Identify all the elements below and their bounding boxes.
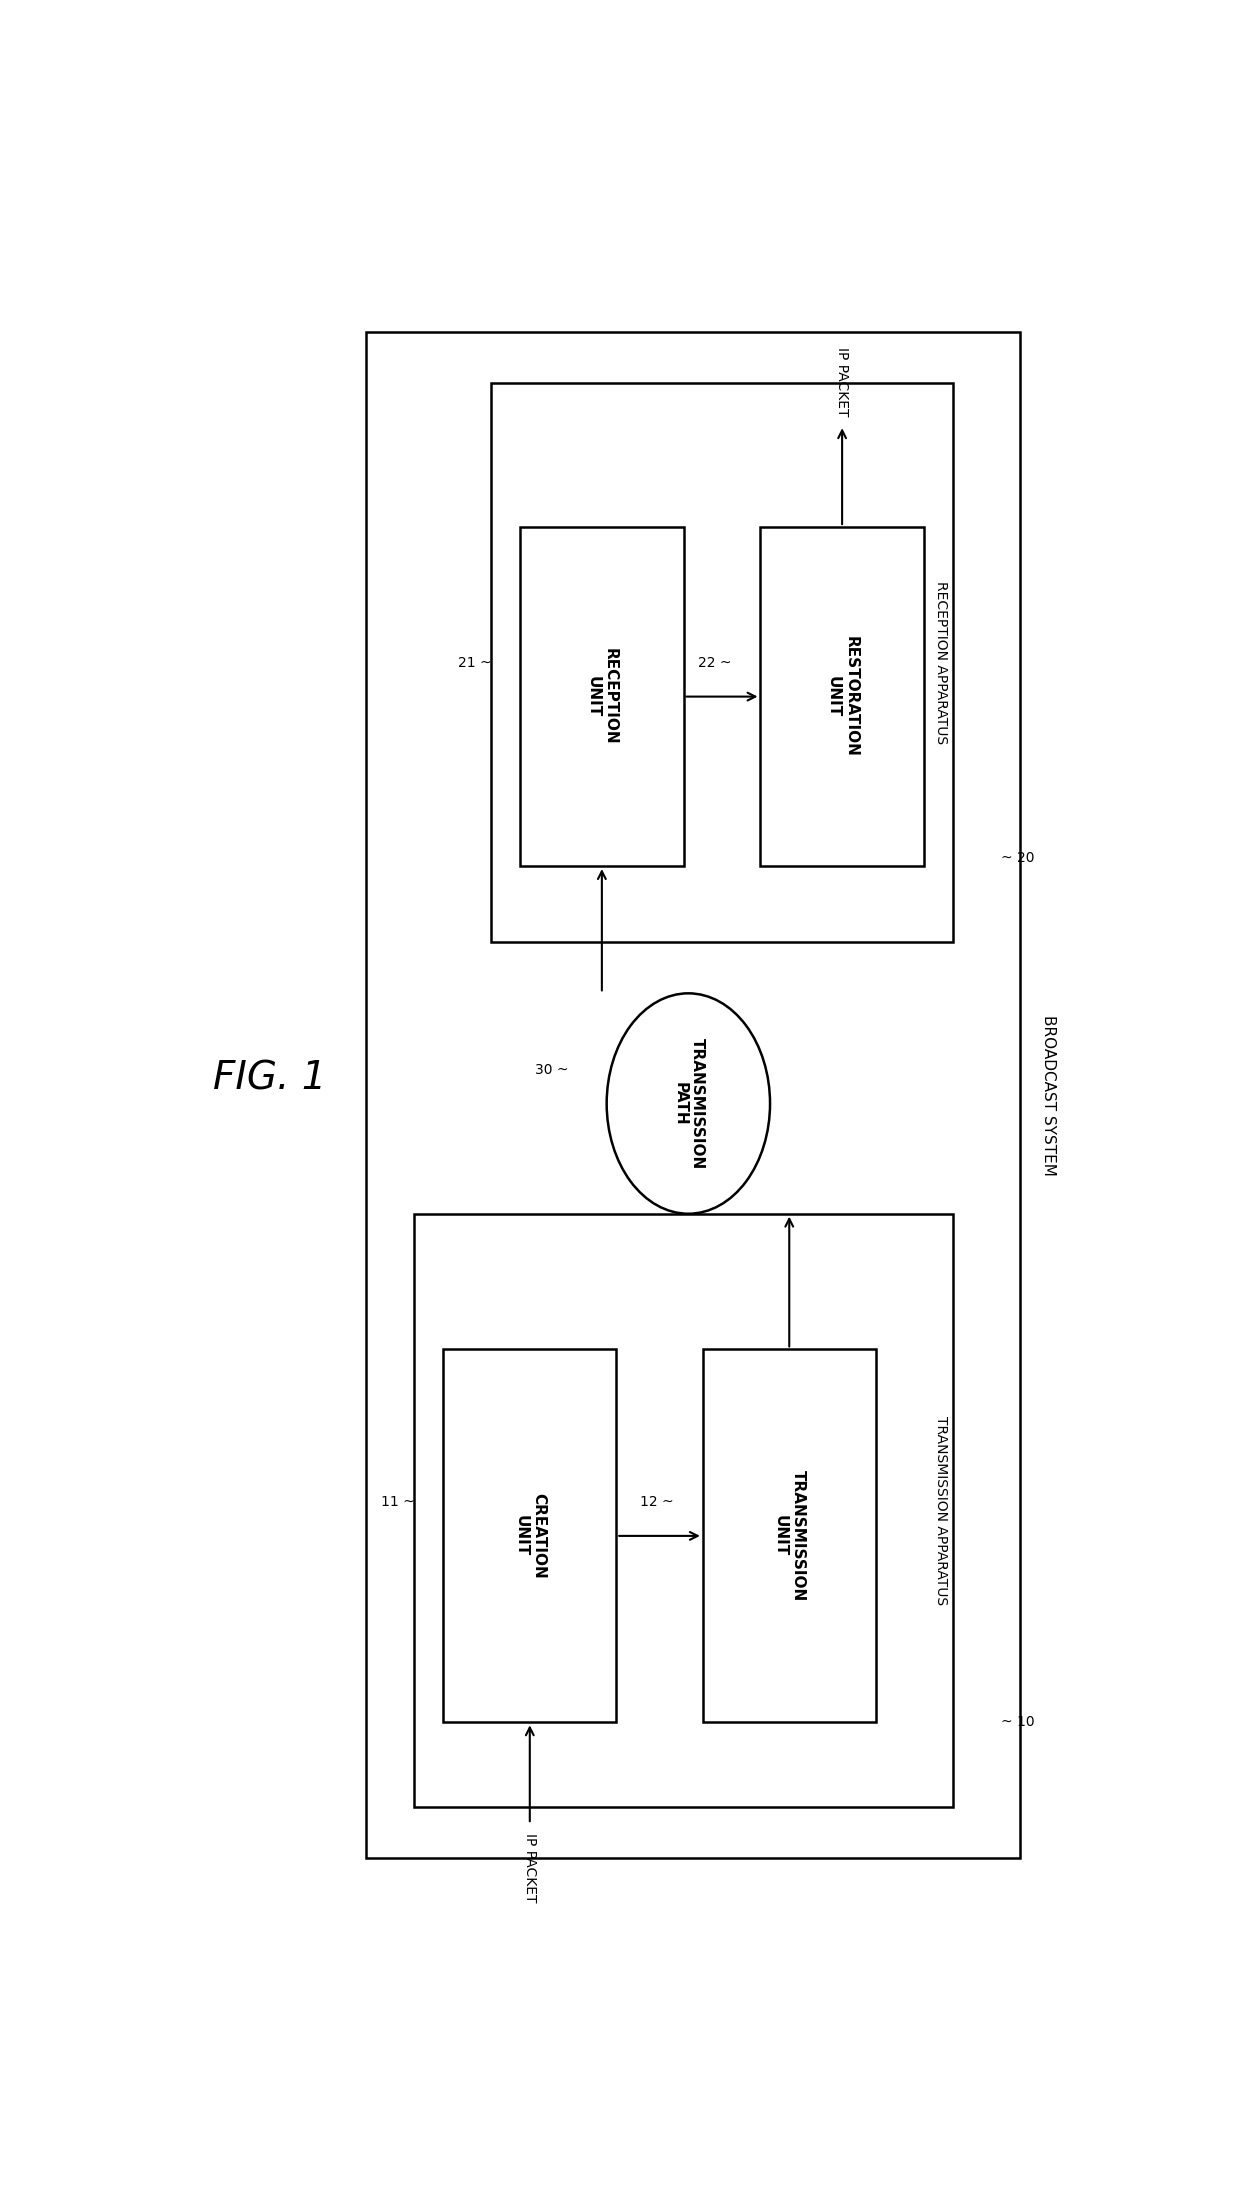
Bar [491, 383, 952, 942]
Text: RECEPTION
UNIT: RECEPTION UNIT [585, 647, 618, 744]
Text: RESTORATION
UNIT: RESTORATION UNIT [826, 636, 858, 757]
Bar [760, 526, 924, 865]
Text: IP PACKET: IP PACKET [835, 348, 849, 416]
Text: ~ 20: ~ 20 [1001, 850, 1034, 865]
Text: TRANSMISSION
PATH: TRANSMISSION PATH [672, 1037, 704, 1169]
Text: BROADCAST SYSTEM: BROADCAST SYSTEM [1042, 1015, 1056, 1176]
Text: FIG. 1: FIG. 1 [213, 1059, 326, 1097]
Text: RECEPTION APPARATUS: RECEPTION APPARATUS [934, 581, 949, 744]
Bar [367, 333, 1019, 1858]
Text: TRANSMISSION APPARATUS: TRANSMISSION APPARATUS [934, 1416, 949, 1605]
Ellipse shape [606, 993, 770, 1213]
Text: 11 ~: 11 ~ [381, 1495, 414, 1508]
Text: 22 ~: 22 ~ [698, 656, 732, 669]
Bar [414, 1213, 952, 1808]
Text: CREATION
UNIT: CREATION UNIT [513, 1493, 546, 1579]
Text: 21 ~: 21 ~ [458, 656, 491, 669]
Bar [703, 1350, 875, 1722]
Bar [521, 526, 683, 865]
Text: TRANSMISSION
UNIT: TRANSMISSION UNIT [773, 1471, 806, 1601]
Text: 12 ~: 12 ~ [640, 1495, 675, 1508]
Text: 30 ~: 30 ~ [534, 1064, 568, 1077]
Text: ~ 10: ~ 10 [1001, 1715, 1034, 1729]
Bar [444, 1350, 616, 1722]
Text: IP PACKET: IP PACKET [523, 1832, 537, 1903]
